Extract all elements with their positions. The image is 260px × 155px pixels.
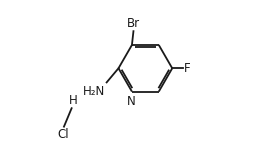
Text: Br: Br <box>127 17 140 30</box>
Text: H: H <box>68 94 77 107</box>
Text: F: F <box>184 62 190 75</box>
Text: Cl: Cl <box>57 128 69 141</box>
Text: H₂N: H₂N <box>83 85 105 98</box>
Text: N: N <box>127 95 135 108</box>
